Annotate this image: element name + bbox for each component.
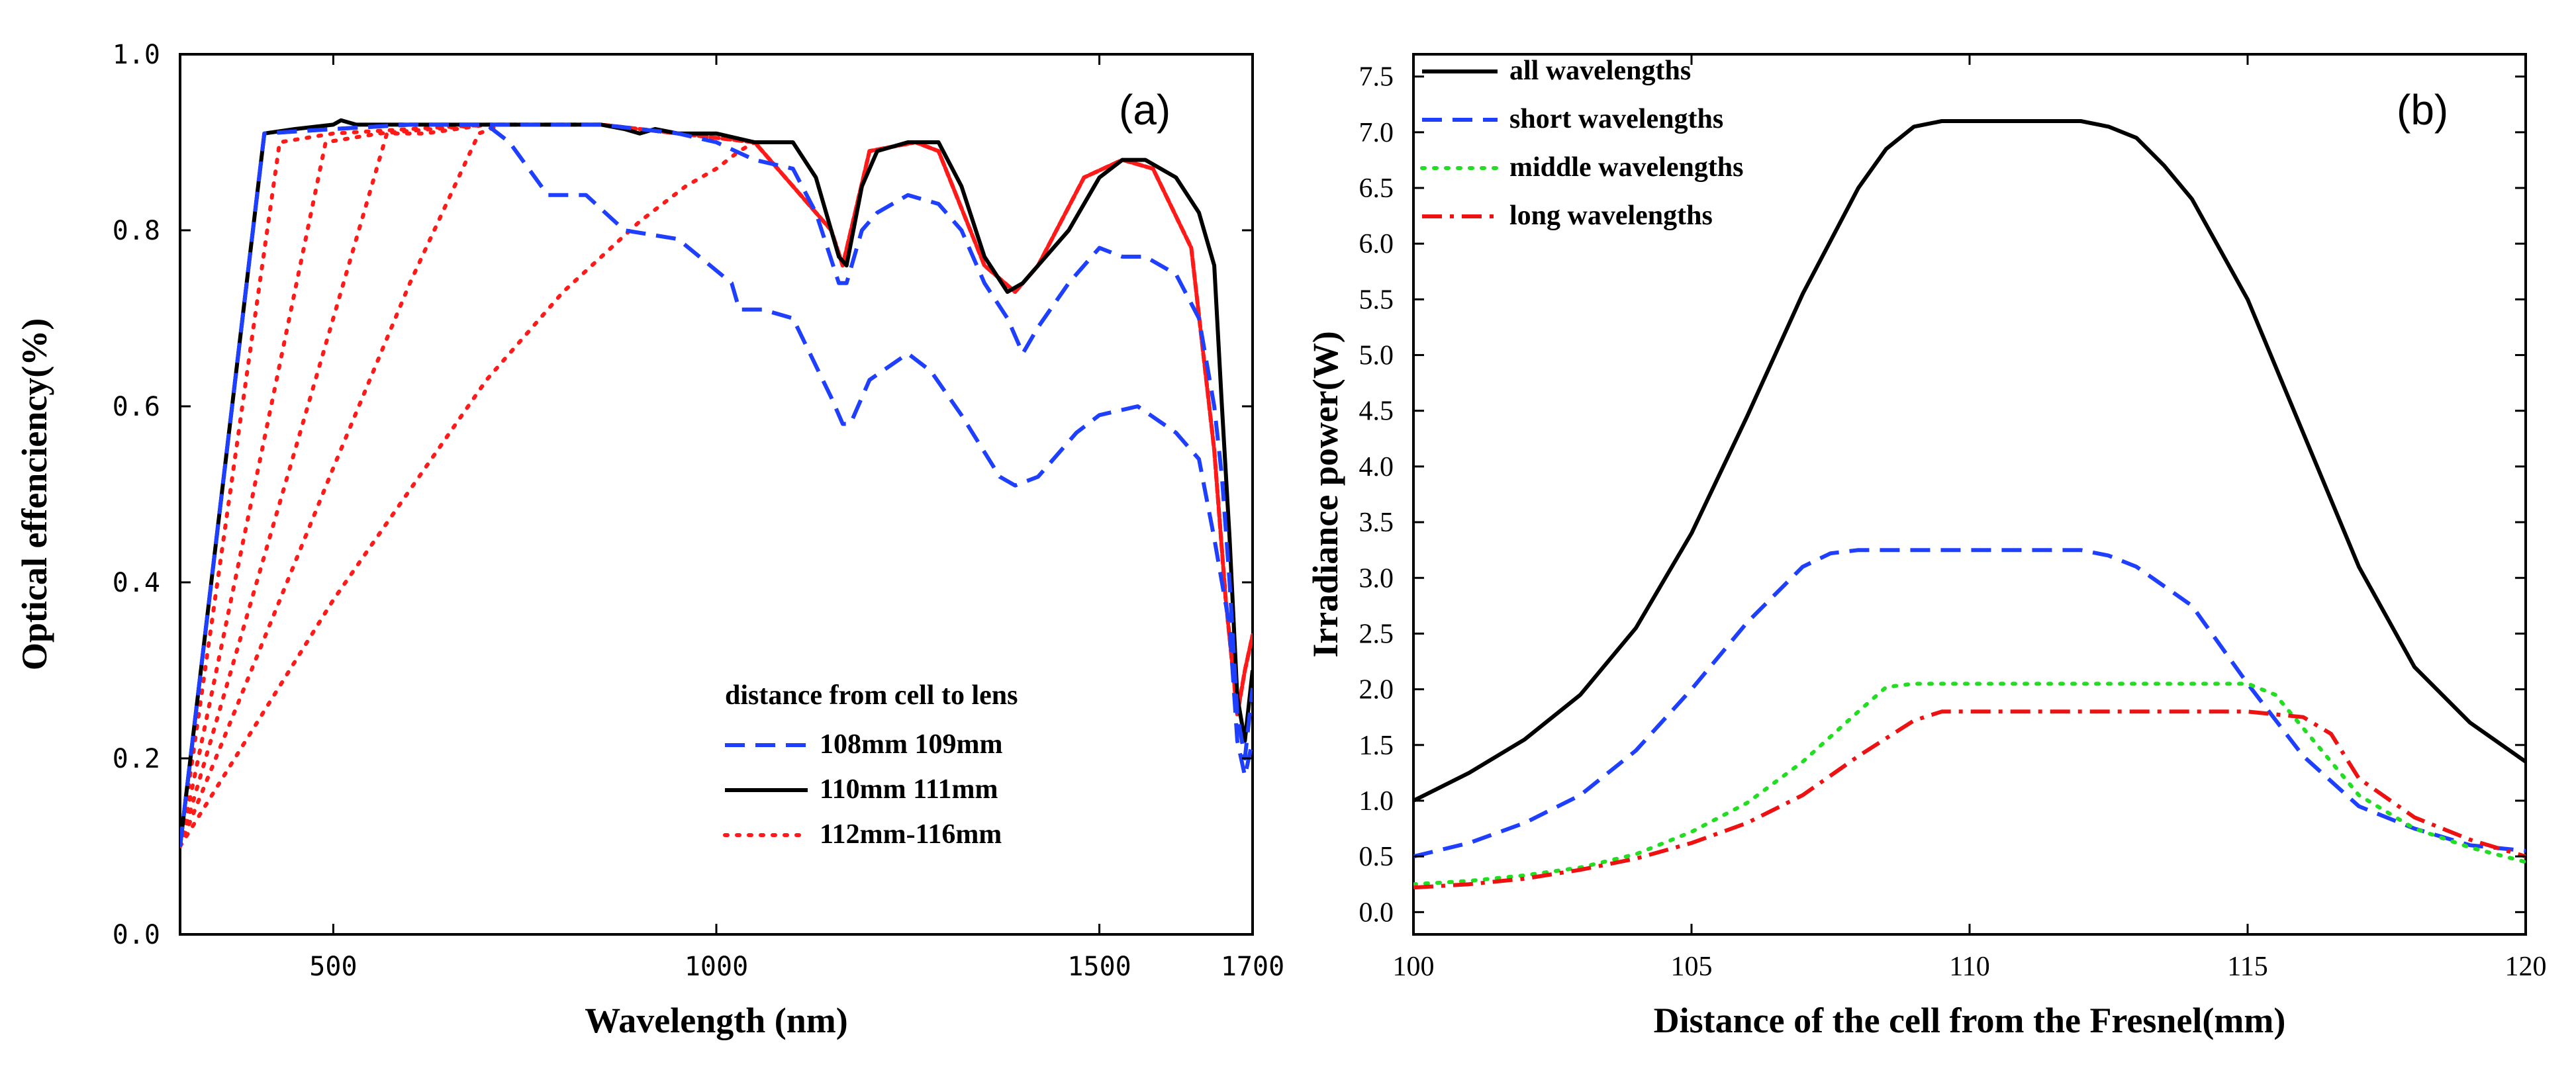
series-line-108mm — [180, 122, 1253, 847]
y-tick-label: 1.0 — [1359, 786, 1394, 817]
series-line-109mm — [180, 122, 1253, 847]
x-tick-label: 1000 — [685, 952, 748, 982]
y-tick-label: 0.8 — [113, 216, 160, 246]
x-tick-label: 500 — [309, 952, 357, 982]
series-line-113mm — [180, 122, 1253, 848]
plot-frame — [179, 53, 1254, 936]
y-tick-label: 5.5 — [1359, 285, 1394, 315]
y-tick-label: 2.0 — [1359, 675, 1394, 705]
legend: all wavelengths short wavelengths middle w… — [1420, 56, 1744, 231]
x-axis-label: Distance of the cell from the Fresnel(mm… — [1654, 1001, 2286, 1040]
y-tick-label: 0.4 — [113, 568, 160, 598]
legend-label: long wavelengths — [1509, 201, 1713, 231]
panel-tag: (a) — [1119, 86, 1170, 134]
y-axis-label: Irradiance power(W) — [1306, 331, 1345, 657]
legend: distance from cell to lens 108mm 109mm 110… — [723, 680, 1018, 850]
panel-tag: (b) — [2397, 86, 2448, 134]
legend-label: 108mm 109mm — [820, 729, 1002, 760]
x-tick-label: 100 — [1393, 952, 1435, 982]
series-line-114mm — [180, 122, 1253, 848]
series-line-short-wavelengths — [1413, 548, 2526, 859]
series-line-110mm-111mm — [180, 118, 1253, 847]
series-line-long-wavelengths — [1413, 709, 2526, 890]
panel-b-irradiance-power: 100 105 110 115 120 0.0 0.5 1.0 1.5 2.0 2.5 3.0 3.5 4… — [1306, 53, 2547, 1040]
y-tick-label: 0.2 — [113, 744, 160, 774]
series-line-middle-wavelengths — [1413, 682, 2526, 887]
panel-a-optical-efficiency: 500 1000 1500 1700 0.0 0.2 0.4 0.6 0.8 1.0 Wavelen… — [15, 40, 1284, 1040]
x-tick-label: 115 — [2227, 952, 2267, 982]
legend-label: all wavelengths — [1509, 56, 1691, 86]
y-tick-label: 5.0 — [1359, 341, 1394, 371]
x-tick-label: 1700 — [1221, 952, 1284, 982]
y-tick-label: 1.0 — [113, 40, 160, 70]
x-tick-label: 1500 — [1067, 952, 1131, 982]
y-tick-label: 1.5 — [1359, 731, 1394, 761]
x-tick-label: 120 — [2505, 952, 2547, 982]
y-tick-label: 4.5 — [1359, 396, 1394, 427]
y-tick-label: 0.0 — [113, 920, 160, 950]
y-tick-label: 0.0 — [1359, 897, 1394, 928]
y-tick-label: 3.5 — [1359, 508, 1394, 538]
series-line-112mm — [180, 122, 1253, 848]
y-tick-label: 3.0 — [1359, 563, 1394, 594]
legend-label: middle wavelengths — [1509, 152, 1744, 183]
y-tick-label: 6.5 — [1359, 173, 1394, 204]
legend-label: short wavelengths — [1509, 104, 1723, 134]
y-tick-label: 0.5 — [1359, 842, 1394, 872]
x-tick-label: 105 — [1671, 952, 1713, 982]
y-tick-label: 7.5 — [1359, 62, 1394, 93]
y-tick-label: 0.6 — [113, 392, 160, 422]
y-tick-label: 6.0 — [1359, 229, 1394, 259]
series-line-115mm — [180, 122, 1253, 848]
series-line-116mm — [180, 140, 1253, 848]
series-line-all-wavelengths — [1413, 119, 2526, 803]
legend-label: 110mm 111mm — [820, 774, 998, 805]
x-tick-label: 110 — [1949, 952, 1989, 982]
y-tick-label: 7.0 — [1359, 118, 1394, 148]
y-tick-label: 2.5 — [1359, 619, 1394, 649]
legend-title: distance from cell to lens — [725, 680, 1018, 711]
x-axis-label: Wavelength (nm) — [585, 1001, 848, 1040]
y-axis-label: Optical effenciency(%) — [15, 318, 54, 670]
y-tick-label: 4.0 — [1359, 452, 1394, 482]
plot-frame — [1412, 53, 2527, 936]
legend-label: 112mm-116mm — [820, 819, 1002, 850]
